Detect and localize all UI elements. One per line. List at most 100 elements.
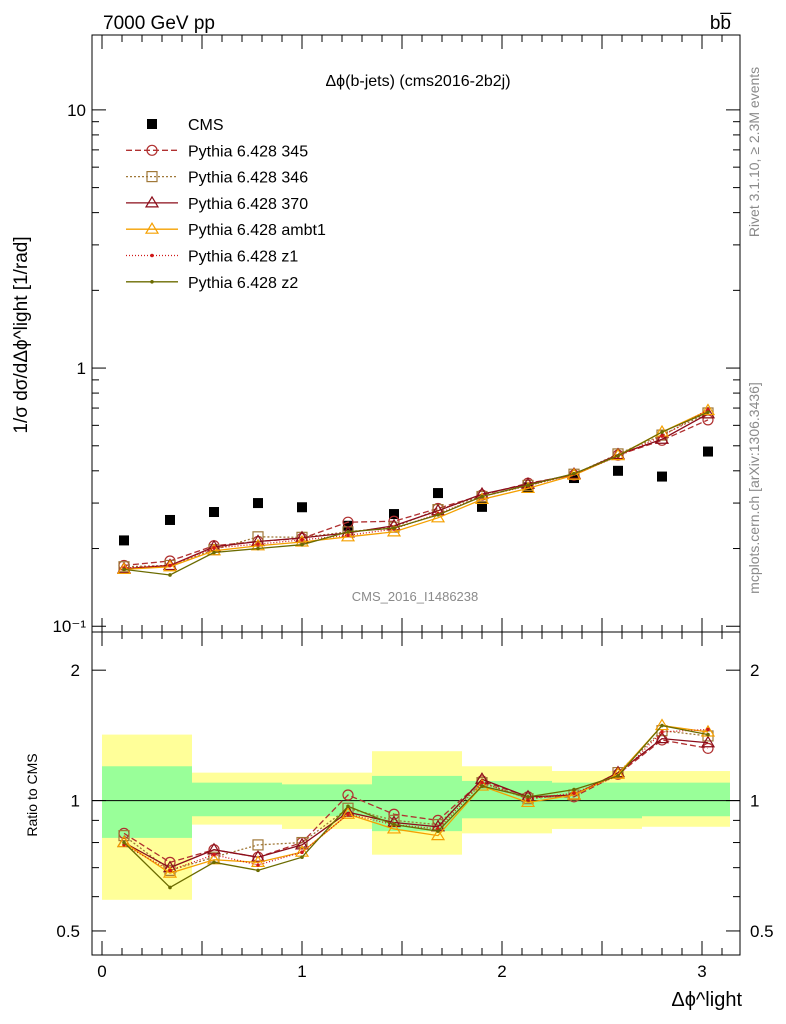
point-pythia-6-428-z2 [212,550,216,555]
ratio-line-pythia-6-428-345 [123,739,709,864]
ratio-series-layer [116,718,716,890]
legend-entry-pythia-6-428-z1: Pythia 6.428 z1 [126,249,298,266]
point-pythia-6-428-z2 [346,530,350,534]
point-cms [477,501,487,512]
ratio-point-pythia-6-428-370 [700,735,716,748]
ratio-point-pythia-6-428-370 [386,815,402,828]
legend-label-pythia-6-428-ambt1: Pythia 6.428 ambt1 [188,222,326,239]
point-pythia-6-428-z2 [300,542,304,547]
point-pythia-6-428-z2 [392,526,396,530]
point-pythia-6-428-ambt1 [700,403,716,416]
point-pythia-6-428-z1 [212,546,216,550]
x-tick-label: 0 [97,962,106,981]
ratio-point-pythia-6-428-z1 [480,780,484,785]
legend: CMS Pythia 6.428 345 Pythia 6.428 346 Pythi… [126,117,326,292]
legend-label-pythia-6-428-370: Pythia 6.428 370 [188,196,308,213]
chart-title: Δϕ(b-jets) (cms2016-2b2j) [325,73,510,90]
ratio-point-pythia-6-428-370 [250,850,266,862]
ratio-point-pythia-6-428-z2 [392,822,396,827]
ratio-point-pythia-6-428-z1 [168,868,172,873]
point-pythia-6-428-370 [654,432,670,444]
ratio-point-pythia-6-428-345 [388,808,400,820]
legend-entry-pythia-6-428-ambt1: Pythia 6.428 ambt1 [126,222,326,239]
point-pythia-6-428-ambt1 [340,529,356,542]
band-inner [192,782,282,817]
ratio-y-tick-label: 1 [71,792,80,811]
ratio-point-pythia-6-428-370 [340,805,356,817]
legend-marker-pythia-6-428-370 [144,195,160,208]
ratio-line-pythia-6-428-346 [123,729,709,872]
point-pythia-6-428-z2 [660,430,664,434]
point-pythia-6-428-ambt1 [162,559,178,572]
plot-frames [91,34,741,956]
y-tick-label: 10 [67,101,86,120]
point-pythia-6-428-ambt1 [520,481,536,493]
point-pythia-6-428-z1 [256,542,260,546]
ratio-point-pythia-6-428-z1 [572,791,576,795]
ratio-point-pythia-6-428-ambt1 [162,865,178,878]
ratio-point-pythia-6-428-ambt1 [520,795,536,808]
ratio-line-pythia-6-428-z2 [123,724,709,889]
ratio-point-pythia-6-428-z1 [256,863,260,867]
point-pythia-6-428-z2 [436,513,440,517]
legend-marker-pythia-6-428-ambt1 [144,222,160,234]
ratio-point-pythia-6-428-345 [342,789,354,801]
ratio-point-pythia-6-428-z1 [300,850,304,854]
point-pythia-6-428-z2 [168,573,172,577]
ratio-y-tick-label: 0.5 [56,922,80,941]
ratio-point-pythia-6-428-ambt1 [340,807,356,819]
series-line-pythia-6-428-345 [123,419,709,567]
ratio-point-pythia-6-428-370 [294,837,310,850]
series-cms [119,446,713,546]
ratio-point-pythia-6-428-ambt1 [474,778,490,791]
ratio-point-pythia-6-428-z2 [706,732,710,737]
series-pythia-6-428-345 [118,414,714,572]
band-inner [642,782,730,817]
point-cms [119,535,129,546]
ratio-frame [91,631,741,956]
point-cms [253,498,263,509]
point-cms [433,488,443,499]
point-pythia-6-428-z2 [526,483,530,487]
band-inner [102,766,192,838]
series-pythia-6-428-z2 [122,410,710,577]
ratio-point-pythia-6-428-z1 [212,852,216,857]
point-pythia-6-428-ambt1 [116,562,132,575]
point-pythia-6-428-ambt1 [430,510,446,523]
ratio-y-tick-label: 1 [750,792,759,811]
ratio-y-tick-label: 2 [750,661,759,680]
legend-entry-cms: CMS [147,117,224,134]
point-pythia-6-428-z2 [122,567,126,572]
point-cms [703,446,713,457]
series-line-pythia-6-428-346 [123,412,709,568]
legend-entry-pythia-6-428-345: Pythia 6.428 345 [126,143,308,160]
point-pythia-6-428-z1 [346,533,350,538]
point-pythia-6-428-ambt1 [386,524,402,537]
point-cms [613,465,623,476]
ratio-point-pythia-6-428-ambt1 [566,787,582,800]
ratio-point-pythia-6-428-ambt1 [654,718,670,731]
legend-marker-pythia-6-428-346 [146,171,158,183]
ratio-line-pythia-6-428-370 [123,737,709,869]
x-tick-label: 1 [297,962,306,981]
uncertainty-bands [92,734,740,900]
ratio-point-pythia-6-428-345 [702,742,714,754]
legend-marker-pythia-6-428-z1 [150,253,154,258]
ratio-point-pythia-6-428-z1 [660,730,664,734]
legend-label-pythia-6-428-346: Pythia 6.428 346 [188,170,308,187]
ratio-point-pythia-6-428-z2 [122,840,126,845]
legend-entry-pythia-6-428-346: Pythia 6.428 346 [126,170,308,187]
header-beam-label: 7000 GeV pp [103,13,215,34]
point-cms [209,507,219,518]
ratio-y-tick-label: 0.5 [750,922,774,941]
watermark: CMS_2016_I1486238 [352,589,479,604]
series-layer [116,403,716,577]
point-cms [297,502,307,513]
ratio-point-pythia-6-428-z2 [212,860,216,865]
ratio-point-pythia-6-428-z1 [706,727,710,732]
point-pythia-6-428-z1 [706,407,710,412]
ratio-point-pythia-6-428-346 [296,836,308,849]
ratio-point-pythia-6-428-z1 [346,812,350,817]
